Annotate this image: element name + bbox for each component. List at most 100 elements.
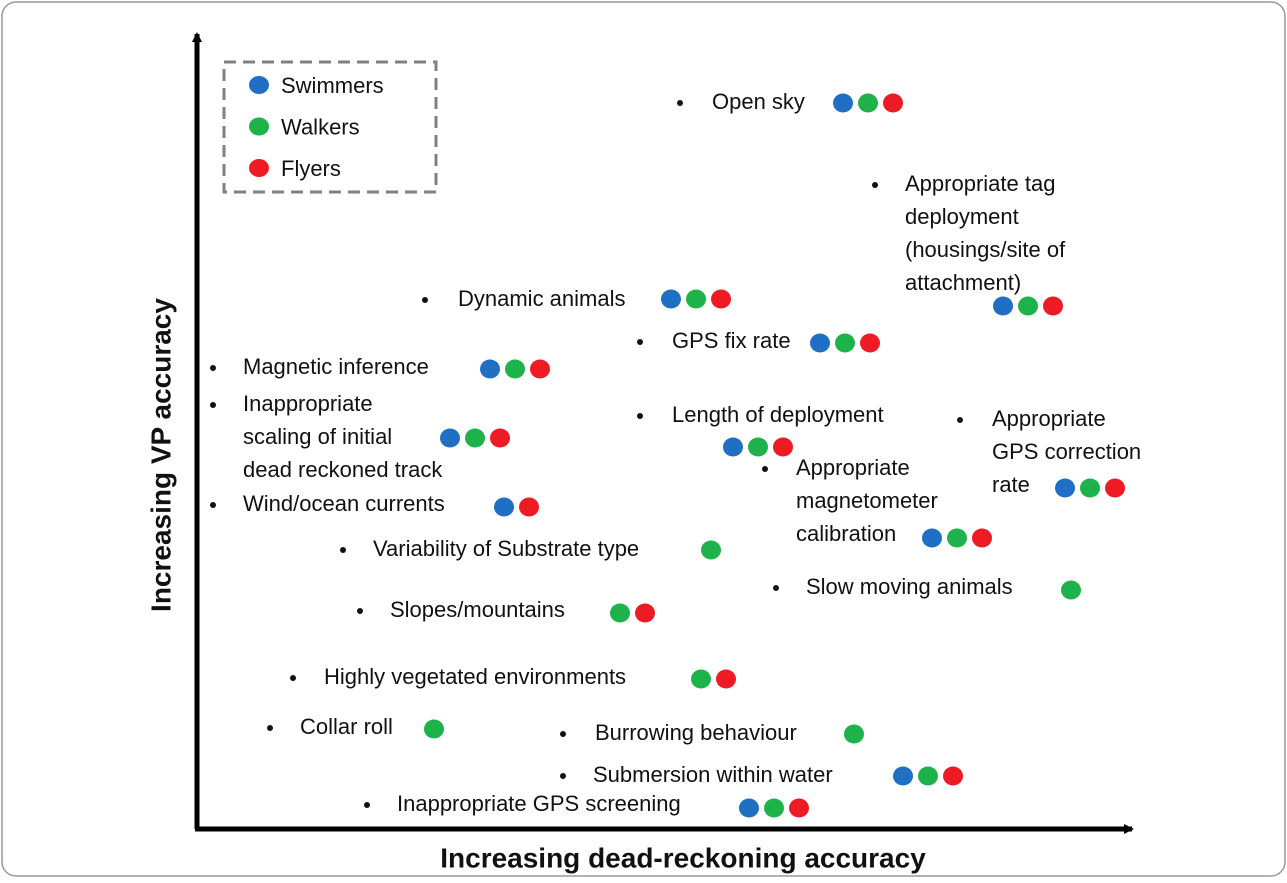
bullet — [364, 802, 370, 808]
legend-label: Swimmers — [281, 73, 384, 98]
taxon-dot — [661, 289, 681, 309]
taxon-dot — [1055, 478, 1075, 498]
x-axis-label: Increasing dead-reckoning accuracy — [440, 842, 926, 873]
factor-label: attachment) — [905, 270, 1021, 295]
taxon-dot — [893, 766, 913, 786]
taxon-dot — [833, 93, 853, 113]
bullet — [762, 466, 768, 472]
taxon-dot — [1080, 478, 1100, 498]
legend-dot — [249, 117, 269, 136]
taxon-dot — [424, 719, 444, 739]
bullet — [267, 725, 273, 731]
bullet — [637, 413, 643, 419]
factor-label: Collar roll — [300, 714, 393, 739]
factor-label: GPS fix rate — [672, 328, 791, 353]
taxon-dot — [723, 437, 743, 457]
taxon-dot — [1061, 580, 1081, 600]
factor-label: Slow moving animals — [806, 574, 1013, 599]
taxon-dot — [773, 437, 793, 457]
taxon-dot — [711, 289, 731, 309]
factor-label: calibration — [796, 521, 896, 546]
factor-label: Appropriate tag — [905, 171, 1055, 196]
taxon-dot — [494, 497, 514, 517]
factor-label: GPS correction — [992, 439, 1141, 464]
legend-label: Flyers — [281, 156, 341, 181]
taxon-dot — [1043, 296, 1063, 316]
taxon-dot — [716, 669, 736, 689]
bullet — [637, 339, 643, 345]
factor-label: rate — [992, 472, 1030, 497]
factor-label: magnetometer — [796, 488, 938, 513]
bullet — [560, 773, 566, 779]
factor-label: deployment — [905, 204, 1019, 229]
taxon-dot — [858, 93, 878, 113]
bullet — [290, 675, 296, 681]
bullet — [872, 182, 878, 188]
taxon-dot — [686, 289, 706, 309]
bullet — [422, 297, 428, 303]
bullet — [210, 402, 216, 408]
taxon-dot — [860, 333, 880, 353]
taxon-dot — [810, 333, 830, 353]
bullet — [560, 731, 566, 737]
taxon-dot — [701, 540, 721, 560]
factor-label: Highly vegetated environments — [324, 664, 626, 689]
taxon-dot — [844, 724, 864, 744]
taxon-dot — [789, 798, 809, 818]
factor-label: Inappropriate GPS screening — [397, 791, 681, 816]
taxon-dot — [739, 798, 759, 818]
taxon-dot — [505, 359, 525, 379]
taxon-dot — [1105, 478, 1125, 498]
factor-label: Slopes/mountains — [390, 597, 565, 622]
taxon-dot — [530, 359, 550, 379]
y-axis-label: Increasing VP accuracy — [145, 298, 176, 612]
factor-label: Open sky — [712, 89, 805, 114]
factor-label: Variability of Substrate type — [373, 536, 639, 561]
taxon-dot — [883, 93, 903, 113]
taxon-dot — [465, 428, 485, 448]
factor-label: Burrowing behaviour — [595, 720, 797, 745]
legend-dot — [249, 159, 269, 177]
factor-label: Inappropriate — [243, 391, 373, 416]
legend-dot — [249, 76, 269, 94]
taxon-dot — [635, 603, 655, 623]
legend-label: Walkers — [281, 114, 360, 139]
taxon-dot — [922, 528, 942, 548]
factor-label: dead reckoned track — [243, 457, 443, 482]
taxon-dot — [947, 528, 967, 548]
taxon-dot — [440, 428, 460, 448]
factor-label: (housings/site of — [905, 237, 1066, 262]
bullet — [210, 502, 216, 508]
factor-label: Appropriate — [796, 455, 910, 480]
taxon-dot — [943, 766, 963, 786]
taxon-dot — [748, 437, 768, 457]
taxon-dot — [490, 428, 510, 448]
taxon-dot — [764, 798, 784, 818]
factor-label: scaling of initial — [243, 424, 392, 449]
bullet — [957, 417, 963, 423]
taxon-dot — [691, 669, 711, 689]
taxon-dot — [918, 766, 938, 786]
legend-box — [222, 60, 438, 194]
factor-label: Length of deployment — [672, 402, 884, 427]
taxon-dot — [972, 528, 992, 548]
bullet — [210, 365, 216, 371]
content: Swimmers Walkers Flyers Open sky Appropriate… — [210, 73, 1141, 818]
taxon-dot — [519, 497, 539, 517]
factor-label: Dynamic animals — [458, 286, 626, 311]
factor-label: Wind/ocean currents — [243, 491, 445, 516]
bullet — [773, 585, 779, 591]
factor-label: Appropriate — [992, 406, 1106, 431]
factor-label: Magnetic inference — [243, 354, 429, 379]
taxon-dot — [835, 333, 855, 353]
bullet — [357, 608, 363, 614]
bullet — [677, 100, 683, 106]
taxon-dot — [1018, 296, 1038, 316]
factor-label: Submersion within water — [593, 762, 833, 787]
taxon-dot — [480, 359, 500, 379]
taxon-dot — [993, 296, 1013, 316]
bullet — [340, 547, 346, 553]
